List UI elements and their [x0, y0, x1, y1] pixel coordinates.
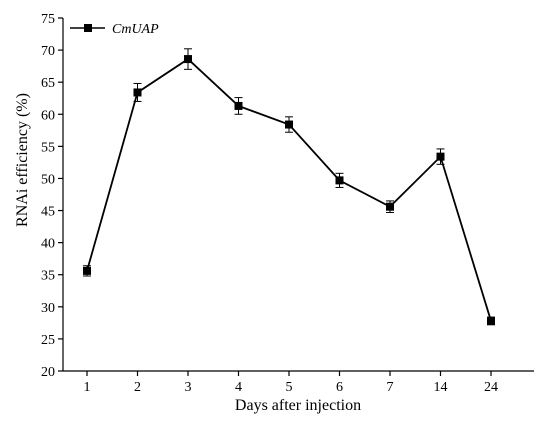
y-tick-label: 65 — [41, 76, 55, 91]
y-tick-label: 75 — [41, 12, 55, 27]
legend: CmUAP — [70, 22, 159, 37]
y-tick-label: 70 — [41, 44, 55, 59]
data-point — [335, 176, 344, 185]
series-line — [86, 57, 492, 322]
x-tick-label: 24 — [484, 380, 498, 395]
x-tick-label: 2 — [134, 380, 141, 395]
y-tick-label: 40 — [41, 237, 55, 252]
data-point — [133, 88, 142, 97]
x-axis-title: Days after injection — [235, 397, 361, 414]
data-point — [487, 316, 495, 325]
data-point — [83, 266, 91, 275]
y-tick-label: 50 — [41, 172, 55, 187]
x-tick-label: 1 — [84, 380, 91, 395]
y-ticks: 20 25 30 35 40 45 50 55 60 65 70 75 — [41, 12, 63, 380]
x-tick-label: 7 — [387, 380, 394, 395]
y-tick-label: 45 — [41, 205, 55, 220]
y-tick-label: 55 — [41, 140, 55, 155]
y-tick-label: 60 — [41, 108, 55, 123]
y-tick-label: 20 — [41, 365, 55, 380]
x-tick-label: 14 — [434, 380, 448, 395]
x-tick-label: 3 — [185, 380, 192, 395]
x-tick-label: 6 — [336, 380, 343, 395]
data-point — [234, 101, 243, 110]
series-layer — [83, 48, 495, 326]
y-tick-label: 30 — [41, 301, 55, 316]
data-point — [436, 152, 445, 161]
x-tick-label: 4 — [235, 380, 242, 395]
x-ticks: 1 2 3 4 5 6 7 14 24 — [84, 371, 498, 395]
data-point — [285, 120, 293, 129]
legend-label: CmUAP — [112, 22, 159, 37]
y-axis-title: RNAi efficiency (%) — [14, 93, 31, 227]
data-point — [184, 55, 192, 64]
y-tick-label: 25 — [41, 333, 55, 348]
data-point — [386, 202, 394, 211]
y-tick-label: 35 — [41, 269, 55, 284]
legend-marker — [84, 24, 92, 32]
axes — [62, 18, 534, 372]
x-tick-label: 5 — [286, 380, 293, 395]
